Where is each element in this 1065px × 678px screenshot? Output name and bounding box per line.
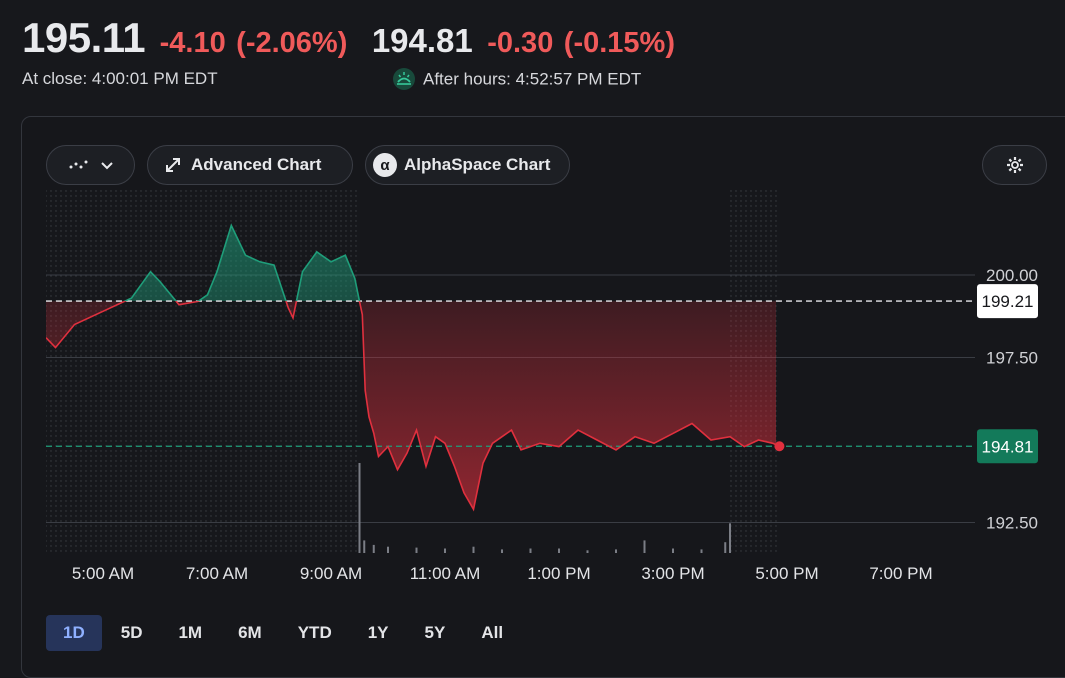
price-line-up bbox=[123, 223, 361, 302]
volume-bar bbox=[501, 549, 503, 553]
last-price-marker bbox=[774, 441, 785, 452]
range-5y[interactable]: 5Y bbox=[424, 623, 446, 642]
range-1y[interactable]: 1Y bbox=[367, 623, 389, 642]
volume-bar bbox=[372, 544, 375, 553]
advanced-chart-button[interactable]: Advanced Chart bbox=[147, 145, 353, 185]
premarket-shade bbox=[46, 188, 360, 553]
range-all[interactable]: All bbox=[481, 623, 504, 642]
x-tick-label: 7:00 AM bbox=[186, 564, 248, 583]
volume-bar bbox=[700, 549, 703, 553]
previous-close-label: 199.21 bbox=[982, 292, 1034, 311]
after-hours-row: After hours: 4:52:57 PM EDT bbox=[393, 68, 642, 91]
alphaspace-chart-button[interactable]: α AlphaSpace Chart bbox=[365, 145, 570, 185]
last-price-badge bbox=[977, 429, 1038, 464]
advanced-chart-label: Advanced Chart bbox=[191, 155, 322, 174]
range-ytd[interactable]: YTD bbox=[297, 623, 332, 642]
range-6m[interactable]: 6M bbox=[238, 623, 262, 642]
volume-bar bbox=[724, 542, 727, 553]
close-time-label: At close: 4:00:01 PM EDT bbox=[22, 69, 218, 88]
previous-close-badge bbox=[977, 284, 1038, 319]
area-below-close bbox=[46, 301, 776, 510]
after-hours-label: After hours: 4:52:57 PM EDT bbox=[423, 69, 642, 89]
range-1d[interactable]: 1D bbox=[46, 615, 102, 651]
after-hours-change: -0.30 bbox=[487, 27, 554, 59]
range-5d[interactable]: 5D bbox=[120, 623, 143, 642]
chevron-down-icon bbox=[100, 162, 113, 170]
chart-type-dropdown[interactable] bbox=[46, 145, 135, 185]
y-tick-label: 200.00 bbox=[986, 266, 1038, 285]
after-hours-icon bbox=[393, 68, 415, 90]
expand-icon bbox=[166, 158, 180, 172]
price-line-down bbox=[46, 301, 776, 512]
volume-bar bbox=[529, 548, 532, 553]
x-tick-label: 1:00 PM bbox=[527, 564, 590, 583]
volume-bar bbox=[729, 523, 731, 553]
volume-bar bbox=[586, 550, 589, 553]
y-tick-label: 192.50 bbox=[986, 514, 1038, 533]
volume-bar bbox=[444, 548, 446, 553]
price-chart[interactable]: 200.00 197.50 192.50 5:00 AM 7:00 AM 9:00 AM 1… bbox=[0, 0, 1065, 658]
x-tick-label: 3:00 PM bbox=[641, 564, 704, 583]
volume-bar bbox=[358, 463, 361, 553]
alphaspace-chart-label: AlphaSpace Chart bbox=[404, 155, 551, 174]
close-price: 195.11 bbox=[22, 14, 146, 61]
alpha-icon: α bbox=[373, 153, 397, 177]
volume-bar bbox=[387, 546, 389, 553]
y-tick-label: 197.50 bbox=[986, 349, 1038, 368]
close-change: -4.10 bbox=[159, 27, 226, 59]
x-tick-label: 11:00 AM bbox=[410, 564, 481, 583]
after-hours-price: 194.81 bbox=[371, 22, 473, 59]
close-change-pct: (-2.06%) bbox=[236, 27, 348, 59]
range-selector: 1D 5D 1M 6M YTD 1Y 5Y All bbox=[46, 615, 522, 651]
gear-icon bbox=[1006, 157, 1023, 173]
range-1m[interactable]: 1M bbox=[178, 623, 203, 642]
volume-bar bbox=[643, 540, 646, 553]
volume-bar bbox=[615, 549, 617, 553]
chart-type-icon bbox=[69, 160, 87, 169]
settings-button[interactable] bbox=[982, 145, 1047, 185]
x-tick-label: 7:00 PM bbox=[869, 564, 932, 583]
volume-bar bbox=[415, 547, 418, 553]
last-price-label: 194.81 bbox=[982, 437, 1034, 456]
x-tick-label: 5:00 AM bbox=[72, 564, 134, 583]
volume-bar bbox=[672, 548, 674, 553]
volume-bar bbox=[472, 546, 475, 553]
x-tick-label: 5:00 PM bbox=[755, 564, 818, 583]
quote-header: 195.11 -4.10 (-2.06%) 194.81 -0.30 (-0.1… bbox=[22, 14, 675, 62]
after-hours-change-pct: (-0.15%) bbox=[563, 27, 675, 59]
volume-bar bbox=[363, 540, 366, 553]
volume-bar bbox=[558, 548, 560, 553]
x-tick-label: 9:00 AM bbox=[300, 564, 362, 583]
